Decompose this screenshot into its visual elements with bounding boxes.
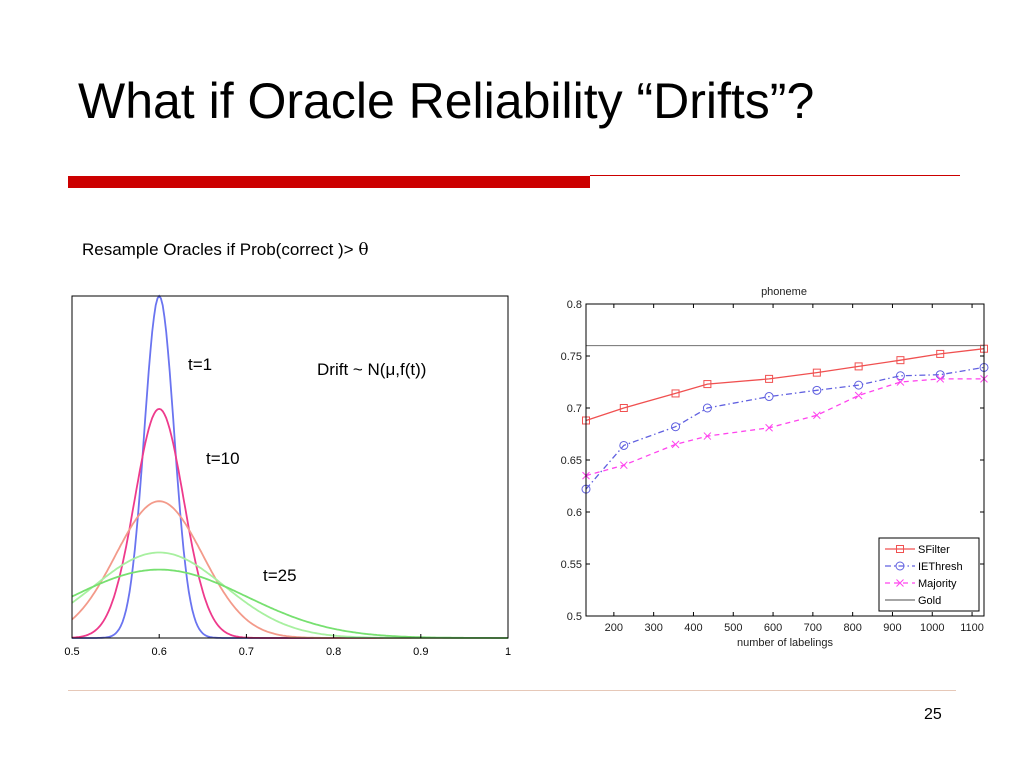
legend-label-sfilter: SFilter — [918, 544, 950, 556]
theta-symbol: θ — [358, 240, 369, 260]
page-number: 25 — [924, 706, 942, 723]
point-majority — [936, 375, 945, 383]
left-plot-frame — [71, 295, 509, 639]
legend-label-majority: Majority — [918, 578, 957, 590]
annotation-drift: Drift ~ N(μ,f(t)) — [317, 360, 426, 379]
point-iethresh — [812, 385, 822, 395]
point-majority — [703, 432, 712, 440]
x-tick-label: 0.7 — [239, 646, 254, 658]
series-line-majority — [585, 378, 984, 477]
x-tick-label: 300 — [644, 622, 662, 634]
point-sfilter — [936, 349, 945, 358]
y-tick-label: 0.7 — [567, 403, 582, 415]
point-sfilter — [619, 404, 628, 412]
y-tick-label: 0.75 — [561, 351, 582, 363]
point-majority — [765, 423, 773, 432]
point-sfilter — [896, 356, 905, 365]
x-tick-label: 800 — [843, 622, 861, 634]
point-majority — [896, 378, 905, 386]
point-majority — [812, 411, 821, 420]
right-y-axis: 0.5 0.55 0.6 0.65 0.7 0.75 0.8 — [561, 299, 984, 623]
phoneme-chart-title: phoneme — [761, 286, 807, 298]
point-sfilter — [854, 362, 863, 371]
annotation-t1: t=1 — [188, 355, 212, 374]
y-tick-label: 0.55 — [561, 559, 582, 571]
x-tick-label: 500 — [724, 622, 742, 634]
x-tick-label: 1000 — [920, 622, 944, 634]
point-iethresh — [619, 440, 629, 450]
x-tick-label: 700 — [804, 622, 822, 634]
annotation-t10: t=10 — [206, 449, 240, 468]
slide-subtitle: Resample Oracles if Prob(correct )> θ — [82, 240, 369, 260]
right-x-axis: 200 300 400 500 600 700 800 900 1000 1100 — [605, 304, 984, 634]
point-sfilter — [671, 389, 680, 398]
x-tick-label: 200 — [605, 622, 623, 634]
legend-marker-majority — [896, 579, 904, 587]
distribution-curve-1 — [72, 294, 508, 639]
x-tick-label: 600 — [764, 622, 782, 634]
legend-label-iethresh: IEThresh — [918, 561, 963, 573]
right-series — [581, 344, 989, 494]
left-x-axis: 0.5 0.6 0.7 0.8 0.9 1 — [64, 634, 511, 658]
point-sfilter — [703, 380, 712, 389]
subtitle-text: Resample Oracles if Prob(correct )> — [82, 240, 359, 259]
title-underline-bar — [68, 176, 590, 188]
phoneme-chart: phoneme 0.5 0.55 0.6 0.65 0.7 0.75 0.8 200 300 4… — [561, 286, 989, 649]
legend-label-gold: Gold — [918, 595, 941, 607]
x-axis-label: number of labelings — [737, 637, 834, 649]
legend-marker-iethresh — [895, 561, 905, 571]
point-iethresh — [702, 403, 712, 413]
x-tick-label: 1100 — [960, 622, 984, 634]
slide-title: What if Oracle Reliability “Drifts”? — [78, 73, 815, 129]
point-iethresh — [895, 371, 905, 381]
series-line-iethresh — [585, 366, 985, 490]
x-tick-label: 1 — [505, 646, 511, 658]
drift-distribution-chart: 0.5 0.6 0.7 0.8 0.9 1 t=1 t=10 t=25 Drift ~ N… — [64, 294, 511, 658]
point-majority — [619, 461, 628, 470]
chart-legend: SFilter IEThresh Majority Gold — [878, 537, 980, 612]
point-majority — [854, 391, 863, 400]
x-tick-label: 0.6 — [152, 646, 167, 658]
point-sfilter — [812, 368, 821, 377]
point-majority — [671, 440, 680, 449]
x-tick-label: 0.5 — [64, 646, 79, 658]
point-sfilter — [765, 374, 774, 383]
y-tick-label: 0.65 — [561, 455, 582, 467]
x-tick-label: 0.8 — [326, 646, 341, 658]
point-iethresh — [764, 392, 774, 402]
legend-box — [878, 537, 980, 612]
x-tick-label: 0.9 — [413, 646, 428, 658]
point-iethresh — [854, 380, 864, 390]
right-plot-frame — [585, 303, 985, 617]
y-tick-label: 0.8 — [567, 299, 582, 311]
legend-marker-sfilter — [896, 545, 904, 553]
footer-divider — [68, 690, 956, 691]
y-tick-label: 0.6 — [567, 507, 582, 519]
x-tick-label: 400 — [684, 622, 702, 634]
y-tick-label: 0.5 — [567, 611, 582, 623]
left-curves — [71, 294, 508, 639]
series-line-sfilter — [585, 348, 985, 422]
annotation-t25: t=25 — [263, 566, 297, 585]
title-underline-rule — [590, 175, 960, 176]
point-iethresh — [671, 422, 681, 432]
x-tick-label: 900 — [883, 622, 901, 634]
